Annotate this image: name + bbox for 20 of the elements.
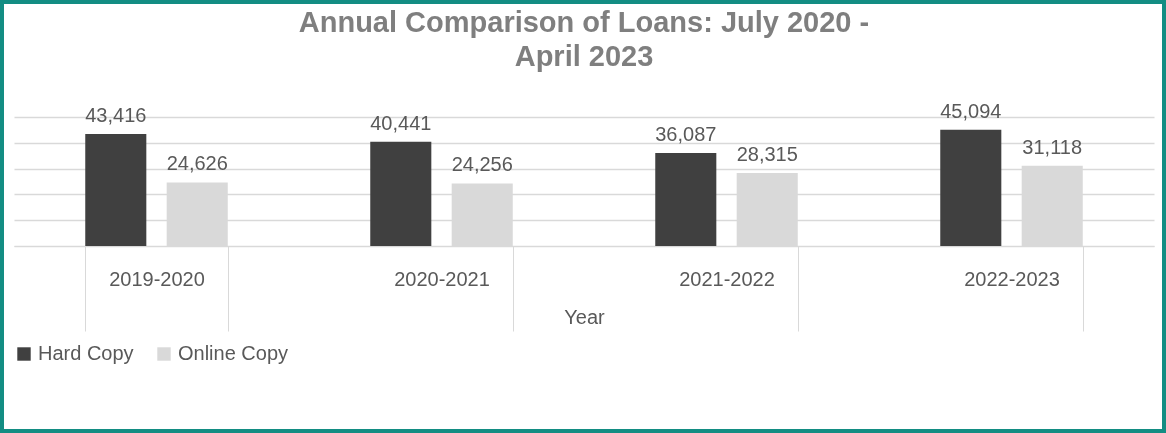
legend-label: Online Copy: [178, 342, 289, 364]
x-tick-label: 2021-2022: [679, 267, 775, 290]
data-label: 43,416: [85, 103, 147, 126]
data-label: 28,315: [736, 142, 798, 165]
x-tick-label: 2019-2020: [109, 267, 205, 290]
chart-title: Annual Comparison of Loans: July 2020 - April 2023: [298, 5, 870, 72]
data-label: 45,094: [940, 99, 1002, 122]
bar: [655, 152, 717, 246]
data-label: 40,441: [370, 111, 432, 134]
x-tick-label: 2020-2021: [394, 267, 490, 290]
x-tick-label: 2022-2023: [964, 267, 1060, 290]
bar: [940, 129, 1002, 246]
bar: [370, 141, 432, 246]
legend-label: Hard Copy: [38, 342, 134, 364]
bar: [85, 133, 147, 246]
data-label: 24,626: [166, 152, 228, 175]
x-axis-title: Year: [564, 306, 606, 328]
data-label: 36,087: [655, 122, 717, 145]
data-label: 24,256: [451, 153, 513, 176]
data-label: 31,118: [1022, 135, 1083, 158]
